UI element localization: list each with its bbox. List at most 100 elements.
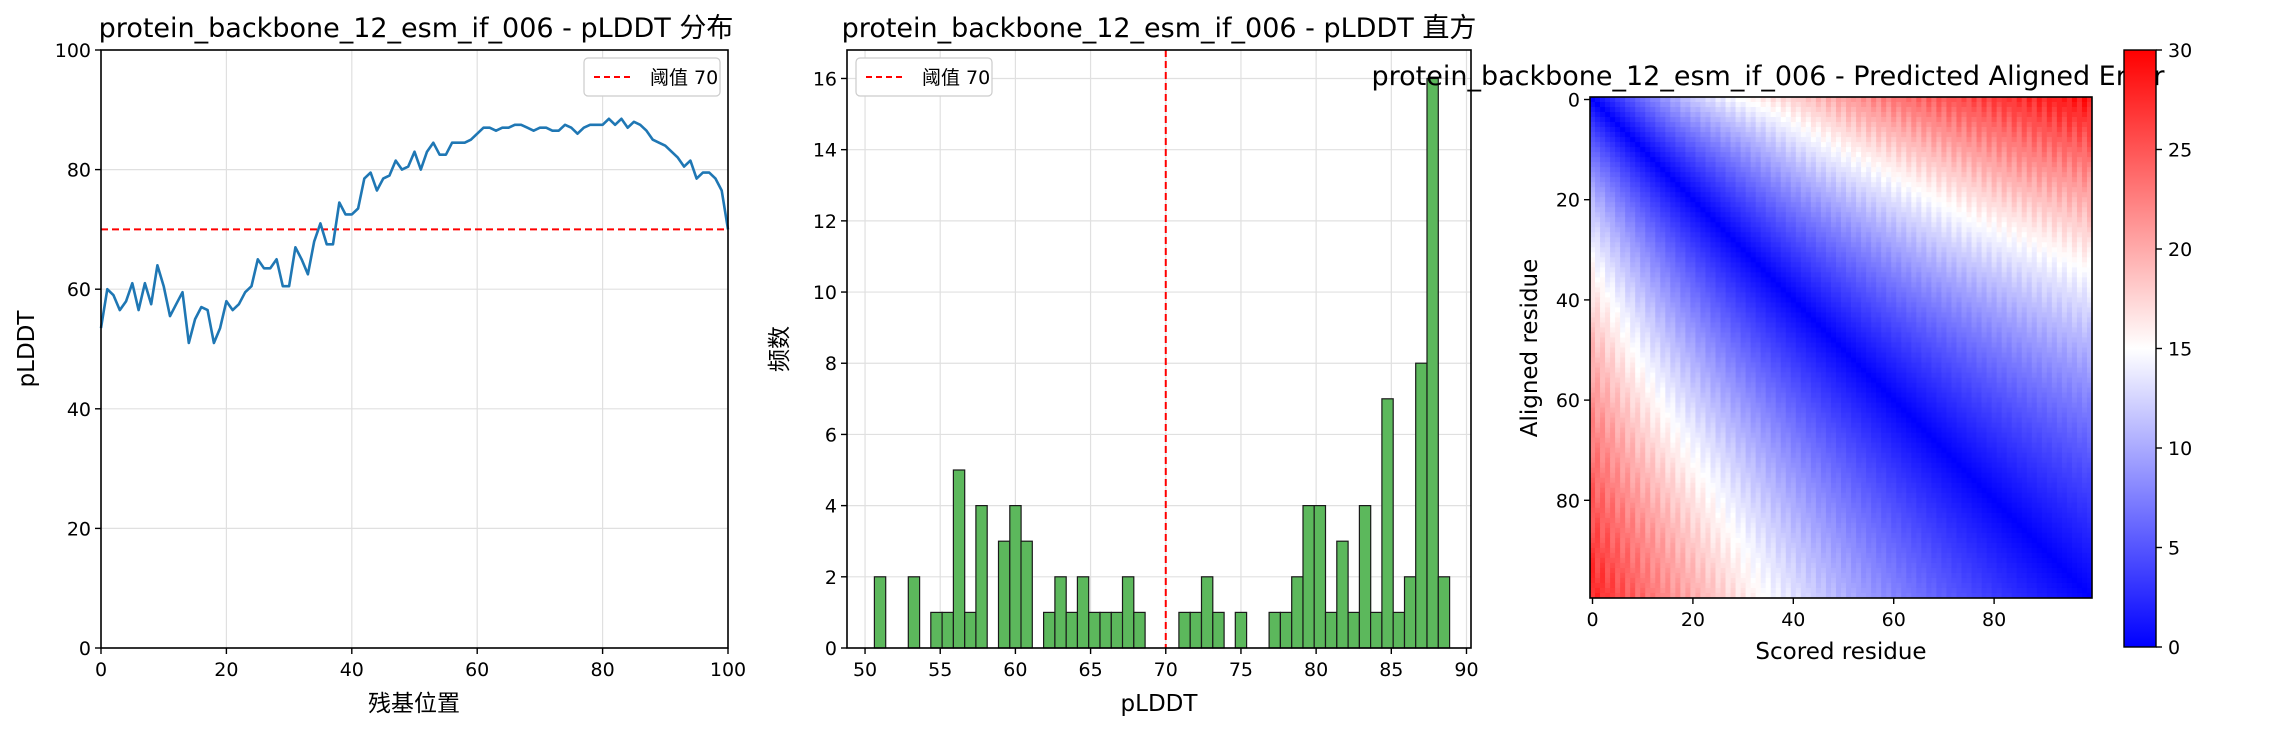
pae-cell [1901, 327, 1907, 333]
line-y-tick-label: 40 [67, 399, 91, 421]
histogram-bar [1336, 540, 1349, 649]
pae-cell [1861, 102, 1867, 108]
histogram-x-tick-label: 55 [928, 659, 952, 681]
pae-cell [1931, 137, 1937, 143]
pae-cell [1820, 222, 1827, 228]
histogram-x-tick-label: 65 [1078, 659, 1102, 681]
pae-cell [1640, 152, 1646, 158]
pae-cell [1936, 187, 1942, 193]
pae-cell [1645, 132, 1651, 138]
pae-cell [2031, 152, 2038, 158]
pae-cell [2006, 312, 2013, 318]
pae-cell [2081, 127, 2088, 133]
pae-cell [1725, 107, 1731, 113]
pae-cell [1670, 257, 1676, 263]
pae-cell [1590, 202, 1596, 208]
pae-cell [1896, 222, 1902, 228]
pae-cell [2046, 237, 2053, 243]
pae-cell [2071, 212, 2078, 218]
pae-cell [1600, 252, 1606, 258]
pae-cell [1790, 332, 1797, 338]
pae-cell [1745, 142, 1752, 148]
pae-cell [1810, 112, 1817, 118]
pae-cell [2001, 222, 2008, 228]
pae-cell [1685, 317, 1691, 323]
pae-cell [1906, 122, 1912, 128]
pae-cell [1921, 202, 1927, 208]
pae-cell [1765, 262, 1772, 268]
pae-cell [1660, 267, 1666, 273]
pae-cell [2031, 257, 2038, 263]
pae-cell [1665, 107, 1671, 113]
pae-cell [1996, 177, 2003, 183]
pae-cell [1640, 227, 1646, 233]
pae-cell [1961, 142, 1967, 148]
pae-cell [1610, 297, 1616, 303]
pae-cell [1705, 267, 1711, 273]
pae-cell [1675, 152, 1681, 158]
pae-cell [1730, 312, 1736, 318]
pae-cell [1976, 217, 1982, 223]
pae-cell [2056, 172, 2063, 178]
pae-cell [1866, 197, 1872, 203]
pae-cell [1655, 112, 1661, 118]
pae-cell [2026, 132, 2033, 138]
pae-cell [1775, 247, 1782, 253]
pae-cell [1785, 162, 1792, 168]
pae-cell [1730, 237, 1736, 243]
pae-cell [1936, 322, 1942, 328]
pae-cell [1615, 172, 1621, 178]
pae-cell [1800, 172, 1807, 178]
pae-cell [1886, 267, 1892, 273]
pae-cell [2081, 277, 2088, 283]
pae-cell [1590, 192, 1596, 198]
pae-cell [1946, 167, 1952, 173]
pae-cell [1625, 302, 1631, 308]
pae-cell [2061, 142, 2068, 148]
pae-cell [1881, 227, 1887, 233]
pae-cell [1730, 217, 1736, 223]
pae-cell [1640, 327, 1646, 333]
pae-cell [1861, 112, 1867, 118]
pae-cell [1645, 142, 1651, 148]
pae-cell [1745, 172, 1752, 178]
pae-cell [1675, 202, 1681, 208]
pae-cell [1956, 132, 1962, 138]
pae-cell [1625, 107, 1631, 113]
pae-cell [1901, 147, 1907, 153]
pae-cell [1685, 337, 1691, 343]
pae-cell [1720, 337, 1726, 343]
pae-cell [2076, 272, 2083, 278]
pae-cell [1740, 167, 1747, 173]
pae-cell [1710, 277, 1716, 283]
pae-cell [1986, 257, 1992, 263]
pae-cell [1841, 237, 1847, 243]
pae-cell [1876, 172, 1882, 178]
pae-cell [1600, 317, 1606, 323]
pae-cell [1986, 162, 1992, 168]
pae-cell [1846, 212, 1852, 218]
pae-cell [1916, 217, 1922, 223]
pae-cell [1775, 192, 1782, 198]
pae-cell [1635, 327, 1641, 333]
pae-cell [1951, 322, 1957, 328]
pae-cell [1941, 147, 1947, 153]
pae-cell [1846, 237, 1852, 243]
pae-cell [1871, 317, 1877, 323]
pae-cell [1595, 267, 1601, 273]
pae-cell [1680, 257, 1686, 263]
pae-cell [2021, 202, 2028, 208]
pae-cell [1785, 247, 1792, 253]
pae-cell [1805, 192, 1812, 198]
histogram-bar [1324, 611, 1338, 649]
pae-cell [1755, 332, 1762, 338]
pae-cell [1976, 147, 1982, 153]
pae-cell [1610, 162, 1616, 168]
pae-cell [1775, 152, 1782, 158]
pae-cell [1640, 247, 1646, 253]
pae-cell [2006, 227, 2013, 233]
pae-cell [1615, 132, 1621, 138]
pae-cell [1655, 172, 1661, 178]
pae-cell [1926, 177, 1932, 183]
pae-cell [1645, 312, 1651, 318]
